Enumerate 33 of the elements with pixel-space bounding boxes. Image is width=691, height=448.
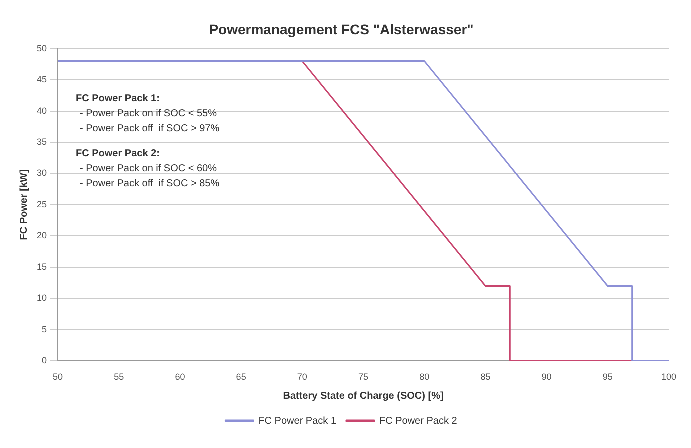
x-axis-title: Battery State of Charge (SOC) [%]	[283, 390, 444, 402]
y-tick-label: 20	[36, 230, 48, 241]
y-axis-title: FC Power [kW]	[18, 170, 30, 240]
legend-label: FC Power Pack 2	[380, 416, 458, 427]
y-tick-label: 10	[36, 293, 48, 304]
x-tick-label: 70	[297, 372, 308, 382]
legend-label: FC Power Pack 1	[258, 416, 337, 427]
y-tick-label: 35	[36, 137, 48, 148]
y-tick-label: 25	[36, 199, 48, 210]
y-tick-label: 30	[36, 168, 48, 178]
x-tick-label: 80	[420, 372, 430, 382]
x-tick-label: 90	[542, 372, 552, 382]
y-tick-label: 50	[36, 43, 48, 54]
x-tick-label: 85	[480, 372, 491, 382]
x-tick-label: 100	[661, 372, 677, 382]
x-tick-label: 65	[236, 372, 246, 382]
y-tick-label: 15	[36, 262, 48, 272]
annotation: - Power Pack on if SOC < 55%	[80, 108, 218, 120]
chart-title: Powermanagement FCS "Alsterwasser"	[209, 21, 474, 38]
y-tick-label: 0	[42, 356, 48, 366]
annotation: - Power Pack off if SOC > 97%	[80, 124, 220, 135]
x-tick-label: 95	[602, 372, 613, 382]
annotation: - Power Pack off if SOC > 85%	[80, 178, 220, 190]
y-tick-label: 40	[36, 106, 48, 116]
y-tick-label: 5	[42, 324, 48, 334]
x-tick-label: 75	[358, 372, 369, 382]
y-tick-label: 45	[36, 74, 48, 85]
x-tick-label: 50	[53, 372, 64, 382]
annotation: - Power Pack on if SOC < 60%	[80, 164, 218, 175]
x-tick-label: 60	[175, 372, 186, 382]
x-tick-label: 55	[114, 372, 124, 382]
annotation: FC Power Pack 2:	[76, 148, 160, 160]
annotation: FC Power Pack 1:	[76, 94, 160, 105]
